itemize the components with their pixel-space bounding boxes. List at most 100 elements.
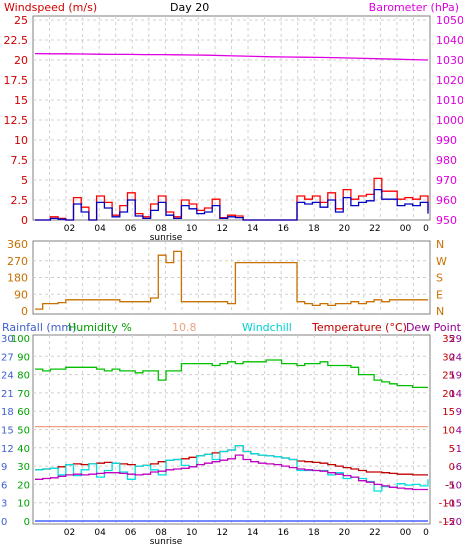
windspeed-tick: 0: [21, 214, 28, 227]
rainfall-tick: 3: [1, 499, 7, 510]
windspeed-tick: 15: [14, 94, 28, 107]
windspeed-tick: 5: [21, 174, 28, 187]
humidity-tick: 60: [17, 407, 30, 418]
barometer-tick: 950: [436, 214, 457, 227]
humidity-tick: 30: [17, 462, 30, 473]
p3-x-tick: 18: [308, 528, 320, 538]
dewpoint-tick: -15: [446, 499, 462, 510]
dewpoint-tick: 14: [449, 389, 462, 400]
p1-x-tick: 0: [423, 224, 429, 234]
rainfall-tick: 27: [1, 352, 14, 363]
p1-x-tick: 18: [308, 224, 320, 234]
rainfall-tick: 6: [1, 480, 7, 491]
dewpoint-tick: -10: [446, 480, 462, 491]
rainfall-tick: 12: [1, 444, 14, 455]
p1-x-tick: 16: [278, 224, 290, 234]
windspeed-tick: 20: [14, 54, 28, 67]
windspeed-tick: 25: [14, 14, 28, 27]
humidity-tick: 40: [17, 444, 30, 455]
legend-windchill: Windchill: [242, 321, 292, 334]
p1-x-tick: 02: [64, 224, 75, 234]
compass-label: N: [436, 238, 444, 251]
barometer-tick: 1030: [436, 54, 463, 67]
dewpoint-tick: 29: [449, 334, 462, 345]
rainfall-tick: 15: [1, 426, 14, 437]
rainfall-tick: 18: [1, 407, 14, 418]
legend-dew-point: Dew Point: [406, 321, 462, 334]
dewpoint-tick: 9: [456, 407, 462, 418]
barometer-tick: 1010: [436, 94, 463, 107]
humidity-tick: 100: [11, 334, 30, 345]
p1-x-tick: 10: [186, 224, 198, 234]
barometer-tick: 1050: [436, 14, 463, 27]
rainfall-tick: 9: [1, 462, 7, 473]
p3-sunrise-label: sunrise: [150, 537, 183, 547]
windspeed-axis-title: Windspeed (m/s): [4, 1, 97, 14]
p3-x-tick: 12: [217, 528, 228, 538]
dewpoint-tick: 19: [449, 371, 462, 382]
humidity-tick: 0: [24, 517, 30, 528]
humidity-tick: 20: [17, 480, 30, 491]
compass-label: S: [436, 272, 443, 285]
dewpoint-tick: -6: [452, 462, 462, 473]
p1-x-tick: 22: [369, 224, 380, 234]
direction-tick: 270: [7, 255, 28, 268]
p3-x-tick: 22: [369, 528, 380, 538]
legend-humidity: Humidity %: [68, 321, 132, 334]
barometer-tick: 1000: [436, 114, 463, 127]
barometer-tick: 960: [436, 194, 457, 207]
humidity-tick: 10: [17, 499, 30, 510]
p1-x-tick: 14: [247, 224, 259, 234]
dewpoint-tick: 4: [456, 426, 462, 437]
windspeed-tick: 7.5: [11, 154, 29, 167]
direction-tick: 90: [14, 288, 28, 301]
p3-x-tick: 00: [400, 528, 412, 538]
compass-label: W: [436, 255, 447, 268]
p3-x-tick: 02: [64, 528, 75, 538]
humidity-tick: 90: [17, 352, 30, 363]
wind-barometer-panel: 0 2.5 5 7.5 10 12.5 15 17.5 20 22.5 25 950 960 970 980…: [4, 14, 463, 243]
windspeed-tick: 10: [14, 134, 28, 147]
compass-label: E: [436, 288, 443, 301]
rainfall-tick: 0: [1, 517, 7, 528]
windspeed-tick: 12.5: [4, 114, 29, 127]
barometer-tick: 980: [436, 154, 457, 167]
rainfall-tick: 21: [1, 389, 14, 400]
direction-tick: 0: [21, 305, 28, 318]
direction-tick: 180: [7, 272, 28, 285]
barometer-axis-title: Barometer (hPa): [369, 1, 459, 14]
barometer-tick: 990: [436, 134, 457, 147]
p3-x-tick: 10: [186, 528, 198, 538]
p1-x-tick: 12: [217, 224, 228, 234]
p3-x-tick: 14: [247, 528, 259, 538]
dewpoint-tick: 24: [449, 352, 462, 363]
dewpoint-tick: -20: [446, 517, 462, 528]
direction-tick: 360: [7, 238, 28, 251]
windspeed-tick: 17.5: [4, 74, 29, 87]
temperature-tick: 10: [442, 426, 455, 437]
p1-x-tick: 20: [339, 224, 351, 234]
day-title: Day 20: [170, 1, 209, 14]
p3-x-tick: 20: [339, 528, 351, 538]
compass-label: N: [436, 305, 444, 318]
p3-x-tick: 0: [423, 528, 429, 538]
windspeed-tick: 22.5: [4, 34, 29, 47]
p1-x-tick: 00: [400, 224, 412, 234]
humidity-tick: 70: [17, 389, 30, 400]
p1-x-tick: 06: [125, 224, 137, 234]
legend-temperature: Temperature (°C): [311, 321, 407, 334]
barometer-tick: 970: [436, 174, 457, 187]
p1-x-tick: 04: [94, 224, 106, 234]
barometer-tick: 1040: [436, 34, 463, 47]
dewpoint-tick: -1: [452, 444, 462, 455]
p3-x-tick: 04: [94, 528, 106, 538]
p3-x-tick: 06: [125, 528, 137, 538]
legend-rainfall: Rainfall (mm): [2, 321, 76, 334]
humidity-tick: 50: [17, 426, 30, 437]
temperature-tick: 15: [442, 407, 455, 418]
windspeed-tick: 2.5: [11, 194, 29, 207]
